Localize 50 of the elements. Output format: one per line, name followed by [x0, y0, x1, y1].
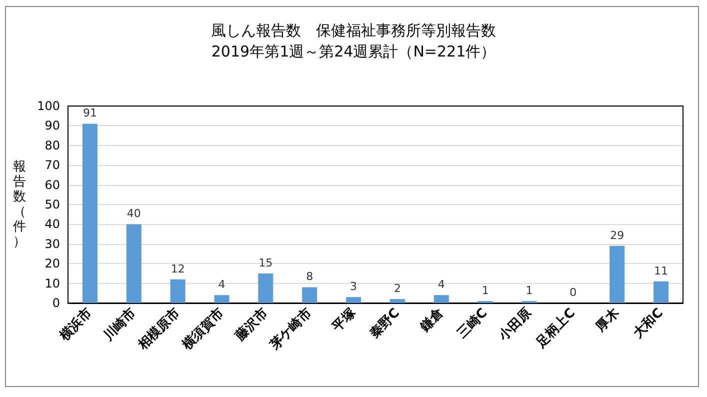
data-label: 91: [82, 106, 97, 120]
bar: [302, 287, 318, 303]
y-tick-label: 30: [44, 236, 60, 251]
y-tick-label: 100: [37, 99, 60, 113]
y-tick-label: 60: [44, 178, 60, 192]
data-label: 3: [350, 280, 358, 294]
x-tick-label: 茅ケ崎市: [266, 304, 315, 354]
data-label: 1: [482, 284, 489, 298]
data-label: 0: [570, 286, 577, 299]
y-tick-label: 40: [44, 217, 60, 232]
x-tick-label: 三崎C: [454, 306, 491, 342]
data-label: 1: [526, 284, 533, 298]
bar: [258, 273, 274, 303]
chart-title: 風しん報告数 保健福祉事務所等別報告数: [211, 22, 496, 40]
data-label: 29: [610, 228, 624, 242]
data-label: 12: [170, 262, 185, 276]
data-label: 2: [394, 282, 401, 296]
y-tick-label: 50: [44, 198, 60, 212]
y-tick-label: 20: [44, 256, 60, 271]
data-label: 8: [306, 270, 314, 284]
bar: [434, 295, 449, 303]
bar: [214, 295, 230, 303]
y-tick-label: 0: [52, 296, 60, 310]
x-tick-label: 鎌倉: [417, 304, 448, 336]
data-label: 11: [654, 264, 668, 278]
y-tick-label: 10: [44, 276, 60, 290]
data-label: 40: [126, 207, 141, 220]
x-tick-label: 秦野C: [367, 306, 403, 342]
x-tick-label: 横須賀市: [178, 304, 228, 354]
x-tick-label: 川崎市: [100, 304, 140, 345]
bar: [610, 246, 625, 303]
x-tick-label: 足柄上C: [532, 306, 578, 352]
bar: [82, 124, 98, 303]
bar: [346, 297, 362, 303]
chart-subtitle: 2019年第1週～第24週累計（N=221件）: [211, 42, 496, 60]
data-label: 4: [438, 278, 445, 292]
y-tick-label: 80: [44, 138, 60, 152]
bar: [390, 299, 405, 303]
bar: [654, 281, 669, 303]
x-tick-label: 厚木: [592, 304, 624, 336]
x-tick-label: 小田原: [496, 306, 535, 345]
bar: [126, 224, 142, 303]
y-tick-label: 90: [44, 118, 60, 133]
y-axis-title: 報告数（件）: [13, 160, 26, 250]
bar: [170, 279, 186, 303]
y-tick-label: 70: [44, 158, 60, 172]
x-tick-label: 大和C: [630, 304, 666, 342]
data-label: 15: [258, 256, 273, 270]
data-label: 4: [218, 278, 226, 292]
x-tick-label: 平塚: [329, 304, 360, 336]
